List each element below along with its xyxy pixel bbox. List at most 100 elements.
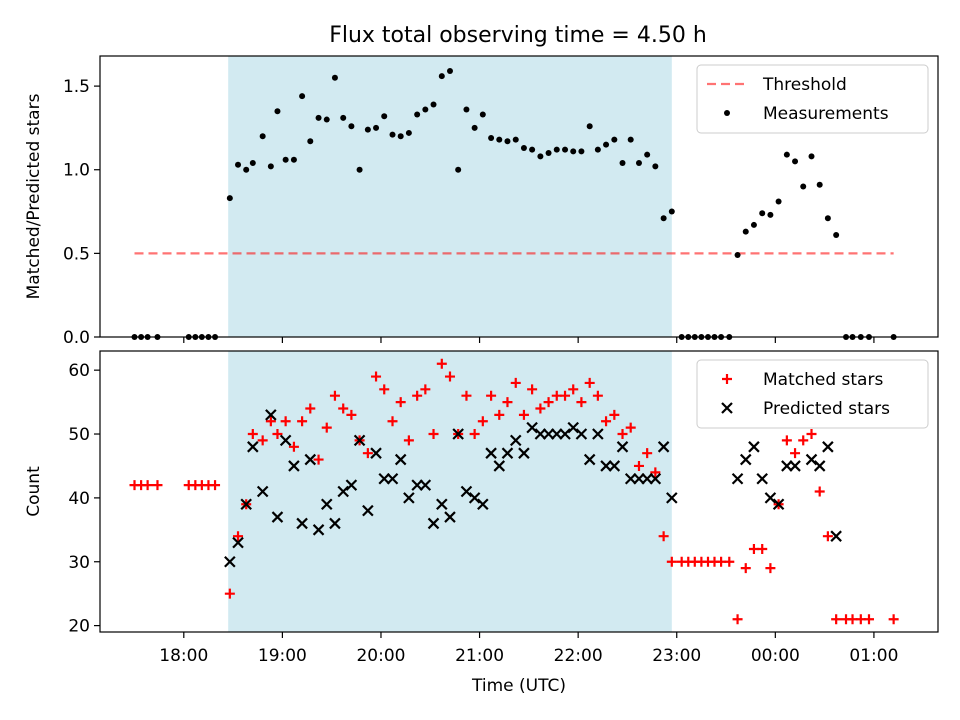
measurement-point: [545, 150, 552, 157]
matched-star-point: [609, 409, 620, 420]
measurement-point: [553, 146, 560, 153]
matched-star-point: [224, 588, 235, 599]
predicted-star-point: [575, 428, 588, 440]
measurement-point: [226, 195, 233, 202]
matched-star-point: [658, 531, 669, 542]
predicted-star-point: [345, 479, 358, 491]
matched-star-point: [371, 371, 382, 382]
measurement-point: [562, 146, 569, 153]
axes-frame: [99, 350, 939, 633]
measurement-point: [446, 68, 453, 75]
predicted-star-point: [509, 434, 522, 447]
matched-star-point: [888, 614, 899, 625]
predicted-star-point: [657, 441, 670, 453]
matched-star-point: [313, 454, 324, 465]
measurement-point: [537, 153, 544, 160]
y-tick-label: 1.0: [63, 161, 90, 181]
matched-star-point: [379, 384, 390, 395]
predicted-star-point: [452, 428, 464, 440]
count-panel: 20 30 40 50 60 18:00 19:00 20:00 21:00 22:00 23:00…: [24, 350, 939, 696]
predicted-star-point: [772, 498, 785, 511]
matched-star-point: [494, 409, 505, 420]
matched-star-point: [428, 429, 439, 440]
predicted-star-point: [493, 460, 506, 472]
matched-star-point: [321, 422, 332, 433]
matched-star-point: [863, 614, 874, 625]
measurement-point: [488, 134, 495, 141]
matched-star-point: [461, 390, 472, 401]
predicted-star-point: [600, 460, 612, 472]
predicted-star-point: [444, 511, 456, 523]
y-tick-label: 0.0: [63, 328, 90, 348]
y-tick-label: 0.5: [63, 244, 90, 264]
measurement-point: [627, 136, 634, 143]
measurement-point: [373, 124, 380, 131]
predicted-star-point: [666, 492, 678, 504]
matched-star-point: [247, 429, 258, 440]
ratio-panel: 0.0 0.5 1.0 1.5 Matched/Predicted stars Thres…: [24, 55, 939, 348]
matched-star-point: [814, 486, 825, 497]
observing-window-span: [228, 56, 672, 337]
measurement-point: [397, 133, 404, 140]
matched-star-point: [338, 403, 349, 414]
matched-star-point: [387, 416, 398, 427]
measurement-point: [414, 111, 421, 118]
matched-star-point: [568, 384, 579, 395]
matched-star-point: [625, 422, 636, 433]
measurement-point: [644, 151, 651, 158]
y-tick-label: 60: [68, 361, 90, 381]
legend-box: [696, 359, 929, 429]
matched-star-point: [617, 429, 628, 440]
matched-star-point: [650, 467, 661, 478]
x-tick-label: 01:00: [849, 646, 898, 666]
measurement-point: [267, 163, 274, 170]
measurement-point: [520, 144, 527, 151]
matched-star-point: [403, 435, 414, 446]
matched-star-point: [518, 409, 529, 420]
matched-star-point: [592, 390, 603, 401]
measurement-point: [767, 211, 774, 218]
matched-star-point: [757, 543, 768, 554]
predicted-star-point: [362, 504, 374, 517]
predicted-star-point: [312, 524, 325, 536]
predicted-star-point: [616, 441, 629, 453]
matched-star-point: [346, 409, 357, 420]
measurement-point: [479, 111, 486, 118]
matched-star-point: [633, 460, 644, 471]
predicted-star-point: [256, 485, 269, 498]
matched-star-point: [584, 377, 595, 388]
matched-star-point: [265, 416, 276, 427]
matched-star-point: [798, 435, 809, 446]
matched-star-point: [257, 435, 268, 446]
matched-star-point: [822, 531, 833, 542]
measurement-point: [652, 163, 659, 170]
measurement-point: [364, 126, 371, 133]
x-tick-label: 20:00: [356, 646, 405, 666]
measurement-point: [833, 231, 840, 238]
predicted-star-point: [550, 428, 563, 440]
predicted-star-point: [756, 472, 768, 485]
predicted-star-point: [403, 492, 415, 504]
predicted-star-point: [265, 409, 277, 421]
predicted-star-point: [232, 536, 244, 549]
x-tick-label: 22:00: [554, 646, 603, 666]
measurement-point: [282, 156, 289, 163]
legend-box: [696, 64, 929, 134]
legend-swatch-predicted: [721, 402, 733, 414]
measurement-point: [742, 228, 749, 235]
measurement-point: [323, 116, 330, 123]
matched-star-point: [724, 556, 735, 567]
predicted-star-point: [748, 441, 760, 453]
measurement-point: [660, 215, 667, 222]
y-tick-label: 40: [68, 489, 90, 509]
observing-window-span: [228, 351, 672, 632]
matched-star-point: [362, 448, 373, 459]
measurement-point: [307, 138, 314, 145]
predicted-star-point: [304, 453, 317, 466]
matched-star-point: [297, 416, 308, 427]
matched-star-point: [740, 563, 751, 574]
x-tick-label: 23:00: [652, 646, 701, 666]
y-axis-label: Count: [24, 466, 44, 517]
measurement-point: [290, 156, 297, 163]
predicted-star-point: [240, 498, 252, 511]
